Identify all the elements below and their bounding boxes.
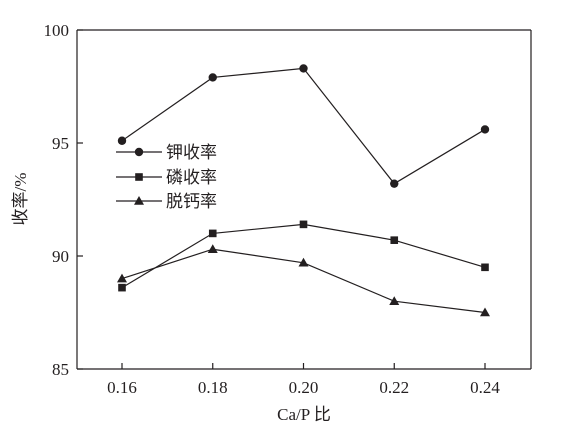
x-tick-label: 0.20: [289, 378, 319, 397]
data-point-triangle: [480, 307, 490, 317]
series-1: [117, 64, 490, 188]
y-axis-title: 收率/%: [11, 173, 30, 226]
data-point-square: [481, 263, 489, 272]
legend-label: 磷收率: [166, 168, 217, 188]
legend-label: 钾收率: [166, 143, 217, 163]
y-tick-label: 100: [44, 21, 70, 40]
data-point-circle: [134, 147, 144, 157]
axis-ticks: 0.16 0.18 0.20 0.22 0.24 85 90 95 100: [44, 21, 501, 397]
y-tick-label: 90: [52, 247, 69, 266]
data-point-square: [208, 229, 217, 238]
data-point-circle: [390, 179, 399, 188]
legend-item: 脱钙率: [116, 192, 217, 212]
data-point-square: [118, 283, 126, 292]
series-line: [121, 223, 486, 289]
data-point-circle: [299, 64, 308, 73]
plot-frame: [76, 29, 532, 370]
data-point-circle: [208, 73, 217, 82]
data-point-square: [390, 236, 399, 244]
x-axis-title: Ca/P 比: [277, 405, 331, 424]
data-point-circle: [117, 136, 127, 145]
data-point-square: [135, 173, 143, 181]
x-tick-label: 0.24: [470, 378, 500, 397]
legend-item: 钾收率: [116, 143, 217, 163]
data-point-triangle: [389, 296, 400, 305]
x-tick-label: 0.18: [198, 378, 228, 397]
data-point-circle: [480, 125, 490, 134]
series-layer: [117, 64, 490, 317]
series-2: [118, 220, 489, 292]
series-3: [117, 244, 490, 317]
series-line: [121, 67, 486, 185]
legend-item: 磷收率: [116, 168, 217, 188]
data-point-square: [299, 220, 308, 229]
data-point-triangle: [134, 196, 144, 205]
x-tick-label: 0.22: [379, 378, 409, 397]
data-point-triangle: [207, 244, 218, 253]
y-tick-label: 85: [52, 360, 69, 379]
y-tick-label: 95: [52, 134, 69, 153]
data-point-triangle: [117, 273, 127, 283]
legend-label: 脱钙率: [166, 192, 217, 212]
data-point-triangle: [298, 257, 309, 267]
x-tick-label: 0.16: [107, 378, 137, 397]
